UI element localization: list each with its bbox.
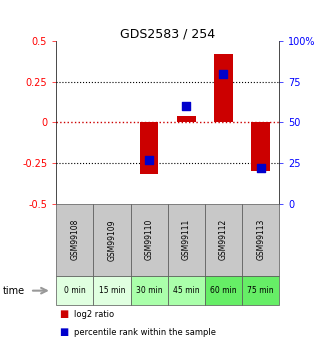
Point [184, 104, 189, 109]
Text: 15 min: 15 min [99, 286, 125, 295]
Text: 45 min: 45 min [173, 286, 200, 295]
Text: 60 min: 60 min [210, 286, 237, 295]
Bar [140, 122, 159, 174]
Text: percentile rank within the sample: percentile rank within the sample [74, 328, 216, 337]
Text: 30 min: 30 min [136, 286, 162, 295]
Text: ■: ■ [59, 327, 69, 337]
Point [221, 71, 226, 77]
Text: GSM99108: GSM99108 [70, 219, 79, 260]
Text: GSM99109: GSM99109 [108, 219, 117, 260]
Text: log2 ratio: log2 ratio [74, 310, 114, 319]
Point [258, 165, 263, 171]
Text: GSM99111: GSM99111 [182, 219, 191, 260]
Title: GDS2583 / 254: GDS2583 / 254 [120, 27, 215, 40]
Text: GSM99113: GSM99113 [256, 219, 265, 260]
Text: 0 min: 0 min [64, 286, 86, 295]
Bar [251, 122, 270, 171]
Text: 75 min: 75 min [247, 286, 274, 295]
Bar [177, 116, 195, 122]
Text: time: time [3, 286, 25, 296]
Point [147, 157, 152, 162]
Text: GSM99112: GSM99112 [219, 219, 228, 260]
Text: GSM99110: GSM99110 [145, 219, 154, 260]
Text: ■: ■ [59, 309, 69, 319]
Bar [214, 55, 233, 122]
